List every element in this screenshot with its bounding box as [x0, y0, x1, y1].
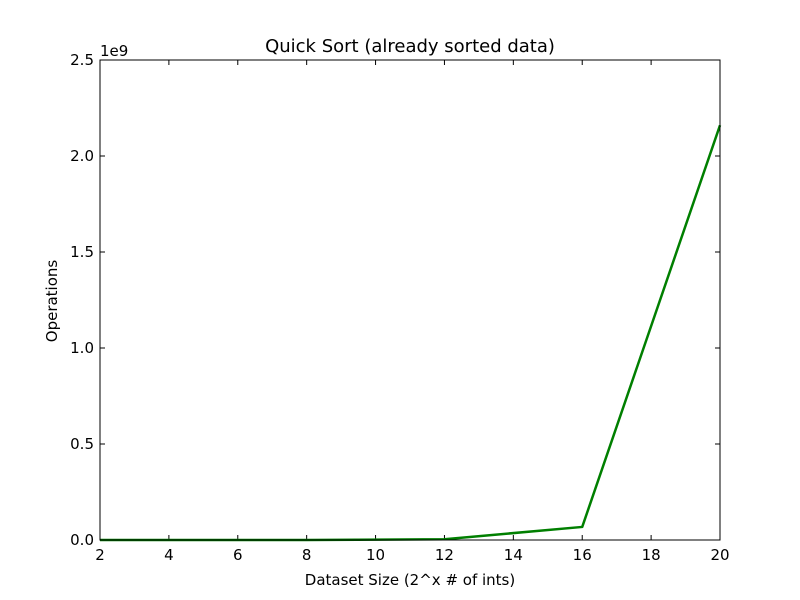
x-axis-label: Dataset Size (2^x # of ints) — [305, 571, 515, 589]
tick-labels: 2 4 6 8 10 12 14 16 18 20 0.0 0.5 1.0 1.5 2.0 2.5 — [70, 51, 729, 564]
y-tick-label: 1.5 — [70, 243, 94, 261]
x-tick-label: 8 — [302, 546, 312, 564]
y-axis-label: Operations — [43, 260, 61, 343]
x-tick-label: 4 — [164, 546, 174, 564]
x-tick-label: 18 — [642, 546, 661, 564]
x-tick-label: 10 — [366, 546, 385, 564]
x-tick-label: 2 — [95, 546, 105, 564]
y-tick-label: 2.5 — [70, 51, 94, 69]
y-axis-offset-label: 1e9 — [100, 42, 128, 60]
x-tick-label: 6 — [233, 546, 243, 564]
chart-title: Quick Sort (already sorted data) — [265, 36, 555, 57]
plot-area-frame — [99, 59, 721, 541]
y-tick-label: 1.0 — [70, 339, 94, 357]
x-tick-label: 14 — [504, 546, 523, 564]
y-tick-label: 0.0 — [70, 531, 94, 549]
tick-marks — [99, 59, 721, 541]
x-tick-label: 12 — [435, 546, 454, 564]
y-tick-label: 2.0 — [70, 147, 94, 165]
x-tick-label: 16 — [573, 546, 592, 564]
y-tick-label: 0.5 — [70, 435, 94, 453]
x-tick-label: 20 — [710, 546, 729, 564]
